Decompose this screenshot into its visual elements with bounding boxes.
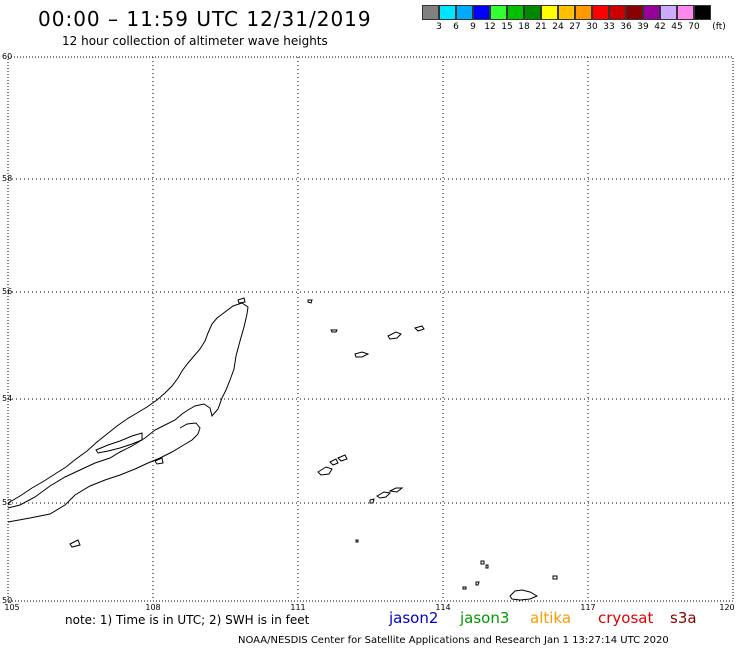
legend-swatch — [660, 5, 677, 20]
x-tick-label: 114 — [435, 603, 451, 612]
map-title: 00:00 – 11:59 UTC 12/31/2019 — [38, 7, 372, 31]
legend-label: 27 — [569, 22, 581, 32]
y-tick-label: 58 — [2, 174, 13, 183]
satellite-label: cryosat — [598, 609, 654, 627]
legend-swatch — [575, 5, 592, 20]
legend-swatch — [439, 5, 456, 20]
legend-swatch — [643, 5, 660, 20]
legend-swatch — [558, 5, 575, 20]
satellite-label: jason3 — [460, 609, 510, 627]
legend-swatches — [422, 5, 740, 20]
x-tick-label: 111 — [290, 603, 306, 612]
color-legend: 3 6 9 12 15 18 21 24 27 30 33 36 39 42 45 70 (ft) — [422, 5, 740, 34]
legend-label: 18 — [518, 22, 530, 32]
legend-label: 15 — [501, 22, 513, 32]
legend-label: 21 — [535, 22, 547, 32]
y-tick-label: 50 — [2, 596, 13, 605]
legend-label: 24 — [552, 22, 564, 32]
legend-swatch — [422, 5, 439, 20]
legend-swatch — [677, 5, 694, 20]
x-tick-label: 117 — [580, 603, 596, 612]
coastline — [7, 297, 558, 601]
legend-label: 39 — [637, 22, 649, 32]
x-tick-label: 108 — [145, 603, 161, 612]
legend-unit: (ft) — [712, 22, 726, 32]
legend-label: 70 — [688, 22, 700, 32]
footnote: note: 1) Time is in UTC; 2) SWH is in fe… — [65, 613, 310, 627]
legend-label: 30 — [586, 22, 598, 32]
legend-label: 33 — [603, 22, 615, 32]
legend-swatch — [456, 5, 473, 20]
satellite-label: jason2 — [389, 609, 439, 627]
legend-label: 6 — [453, 22, 459, 32]
x-tick-label: 120 — [719, 603, 735, 612]
legend-swatch — [626, 5, 643, 20]
legend-swatch — [473, 5, 490, 20]
legend-swatch — [541, 5, 558, 20]
y-tick-label: 56 — [2, 287, 13, 296]
legend-swatch — [524, 5, 541, 20]
legend-label: 3 — [436, 22, 442, 32]
legend-swatch — [592, 5, 609, 20]
legend-swatch — [694, 5, 711, 20]
map-subtitle: 12 hour collection of altimeter wave hei… — [62, 34, 328, 48]
x-tick-label: 105 — [4, 603, 20, 612]
map-frame — [7, 56, 734, 602]
gridlines — [8, 57, 733, 601]
legend-label: 12 — [484, 22, 496, 32]
credit-line: NOAA/NESDIS Center for Satellite Applica… — [238, 635, 669, 646]
satellite-label: s3a — [670, 609, 697, 627]
y-tick-label: 52 — [2, 498, 13, 507]
legend-swatch — [507, 5, 524, 20]
y-tick-label: 54 — [2, 394, 13, 403]
legend-swatch — [490, 5, 507, 20]
legend-label: 36 — [620, 22, 632, 32]
legend-label: 9 — [470, 22, 476, 32]
satellite-label: altika — [530, 609, 572, 627]
legend-label: 45 — [671, 22, 683, 32]
legend-swatch — [609, 5, 626, 20]
legend-label: 42 — [654, 22, 666, 32]
y-tick-label: 60 — [2, 52, 13, 61]
legend-labels: 3 6 9 12 15 18 21 24 27 30 33 36 39 42 45 70 (ft) — [422, 20, 740, 34]
